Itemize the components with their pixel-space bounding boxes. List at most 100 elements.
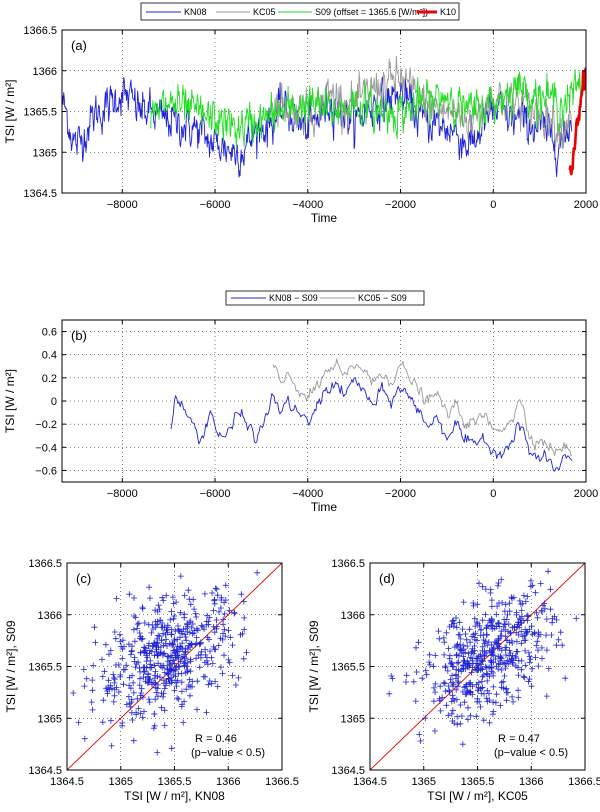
scatter-point [146, 647, 153, 654]
panel-label-a: (a) [71, 38, 87, 53]
scatter-point [70, 690, 77, 696]
x-axis-label-a: Time [311, 211, 338, 225]
scatter-point [165, 675, 172, 682]
scatter-point [535, 633, 542, 640]
scatter-point [178, 703, 185, 710]
scatter-point [492, 656, 499, 662]
scatter-point [453, 652, 460, 659]
scatter-point [154, 673, 161, 680]
scatter-point [473, 713, 480, 720]
scatter-point [490, 659, 497, 666]
scatter-point [150, 643, 157, 650]
scatter-point [184, 646, 191, 653]
scatter-point [134, 621, 141, 628]
scatter-point [193, 614, 200, 620]
scatter-point [229, 642, 236, 649]
scatter-point [175, 670, 182, 677]
scatter-point [177, 609, 184, 616]
scatter-point [498, 576, 505, 583]
scatter-point [194, 627, 201, 634]
scatter-point [503, 685, 510, 692]
scatter-point [171, 687, 178, 694]
scatter-point [388, 673, 395, 679]
scatter-point [188, 624, 195, 631]
scatter-point [488, 616, 495, 623]
scatter-point [136, 682, 143, 689]
scatter-point [141, 644, 147, 651]
scatter-point [451, 697, 458, 704]
x-tick-label: 2000 [574, 488, 598, 500]
y-tick-label: 1366.5 [331, 558, 365, 570]
scatter-point [175, 696, 182, 703]
scatter-point [146, 584, 153, 591]
scatter-point [521, 674, 528, 681]
scatter-point [215, 642, 222, 649]
scatter-point [457, 647, 464, 654]
legend-a: KN08 KC05 S09 (offset = 1365.6 [W/m²]) K… [140, 2, 460, 21]
scatter-point [482, 611, 489, 618]
scatter-point [141, 620, 148, 626]
scatter-point [461, 699, 468, 706]
scatter-point [210, 643, 217, 650]
scatter-point [508, 638, 515, 644]
x-tick-label: 1364.5 [353, 776, 387, 788]
scatter-point [495, 635, 502, 642]
scatter-point [465, 704, 471, 711]
scatter-point [451, 620, 458, 627]
scatter-point [179, 646, 186, 653]
scatter-point [504, 689, 511, 696]
scatter-point [426, 659, 433, 666]
scatter-point [181, 614, 188, 621]
scatter-point [117, 673, 124, 680]
scatter-point [131, 638, 138, 645]
scatter-point [190, 596, 197, 603]
scatter-point [490, 683, 497, 690]
scatter-point [155, 632, 162, 639]
scatter-point [451, 720, 458, 727]
scatter-point [488, 603, 495, 610]
scatter-point [111, 686, 118, 693]
scatter-point [187, 640, 193, 647]
scatter-point [553, 642, 560, 649]
scatter-point [469, 633, 475, 640]
scatter-point [549, 619, 556, 626]
legend-a-label-1: KC05 [253, 7, 276, 17]
scatter-point [526, 676, 533, 682]
scatter-point [468, 669, 475, 676]
y-tick-label: 1366.5 [23, 25, 57, 37]
scatter-point [160, 690, 167, 697]
scatter-point [518, 607, 525, 614]
scatter-point [231, 610, 238, 617]
scatter-point [545, 568, 552, 575]
scatter-point [130, 737, 137, 744]
scatter-point [151, 662, 158, 669]
scatter-point [145, 696, 152, 703]
scatter-point [502, 620, 509, 627]
scatter-point [448, 659, 455, 666]
scatter-point [464, 689, 471, 696]
scatter-point [150, 679, 157, 686]
scatter-point [446, 623, 453, 630]
scatter-point [136, 665, 143, 672]
legend-a-label-2: S09 (offset = 1365.6 [W/m²]) [315, 7, 428, 17]
scatter-point [488, 597, 495, 604]
series-line-b-0 [170, 376, 573, 472]
scatter-point [524, 612, 531, 619]
scatter-point [457, 635, 464, 642]
scatter-point [522, 626, 529, 633]
scatter-point [227, 634, 234, 641]
scatter-point [155, 651, 161, 658]
scatter-point [209, 590, 216, 596]
scatter-point [129, 672, 136, 679]
scatter-point [555, 636, 562, 643]
scatter-point [539, 608, 545, 615]
scatter-point [504, 657, 511, 664]
scatter-point [543, 616, 550, 623]
scatter-point [193, 634, 200, 641]
scatter-point [165, 670, 171, 677]
scatter-point [132, 614, 139, 621]
y-tick-label: 1365 [38, 713, 62, 725]
scatter-point [493, 611, 500, 618]
scatter-point [518, 640, 525, 647]
scatter-point [515, 687, 522, 694]
